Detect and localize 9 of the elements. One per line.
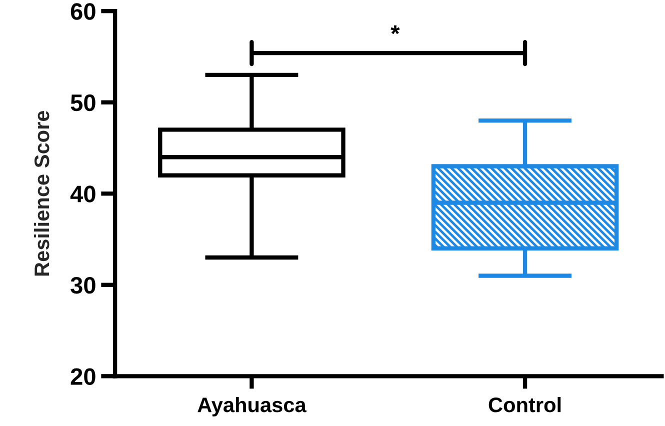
y-tick-label: 30 <box>70 276 96 294</box>
y-tick-label: 60 <box>70 3 96 20</box>
y-tick-label: 40 <box>70 186 96 202</box>
y-tick-label: 20 <box>70 368 96 385</box>
y-axis-title: Resilience Score <box>34 110 50 276</box>
x-tick-label: Control <box>488 396 561 412</box>
y-tick-label: 50 <box>70 94 96 112</box>
annotation: * <box>390 25 400 34</box>
x-tick-label: Ayahuasca <box>198 396 306 416</box>
